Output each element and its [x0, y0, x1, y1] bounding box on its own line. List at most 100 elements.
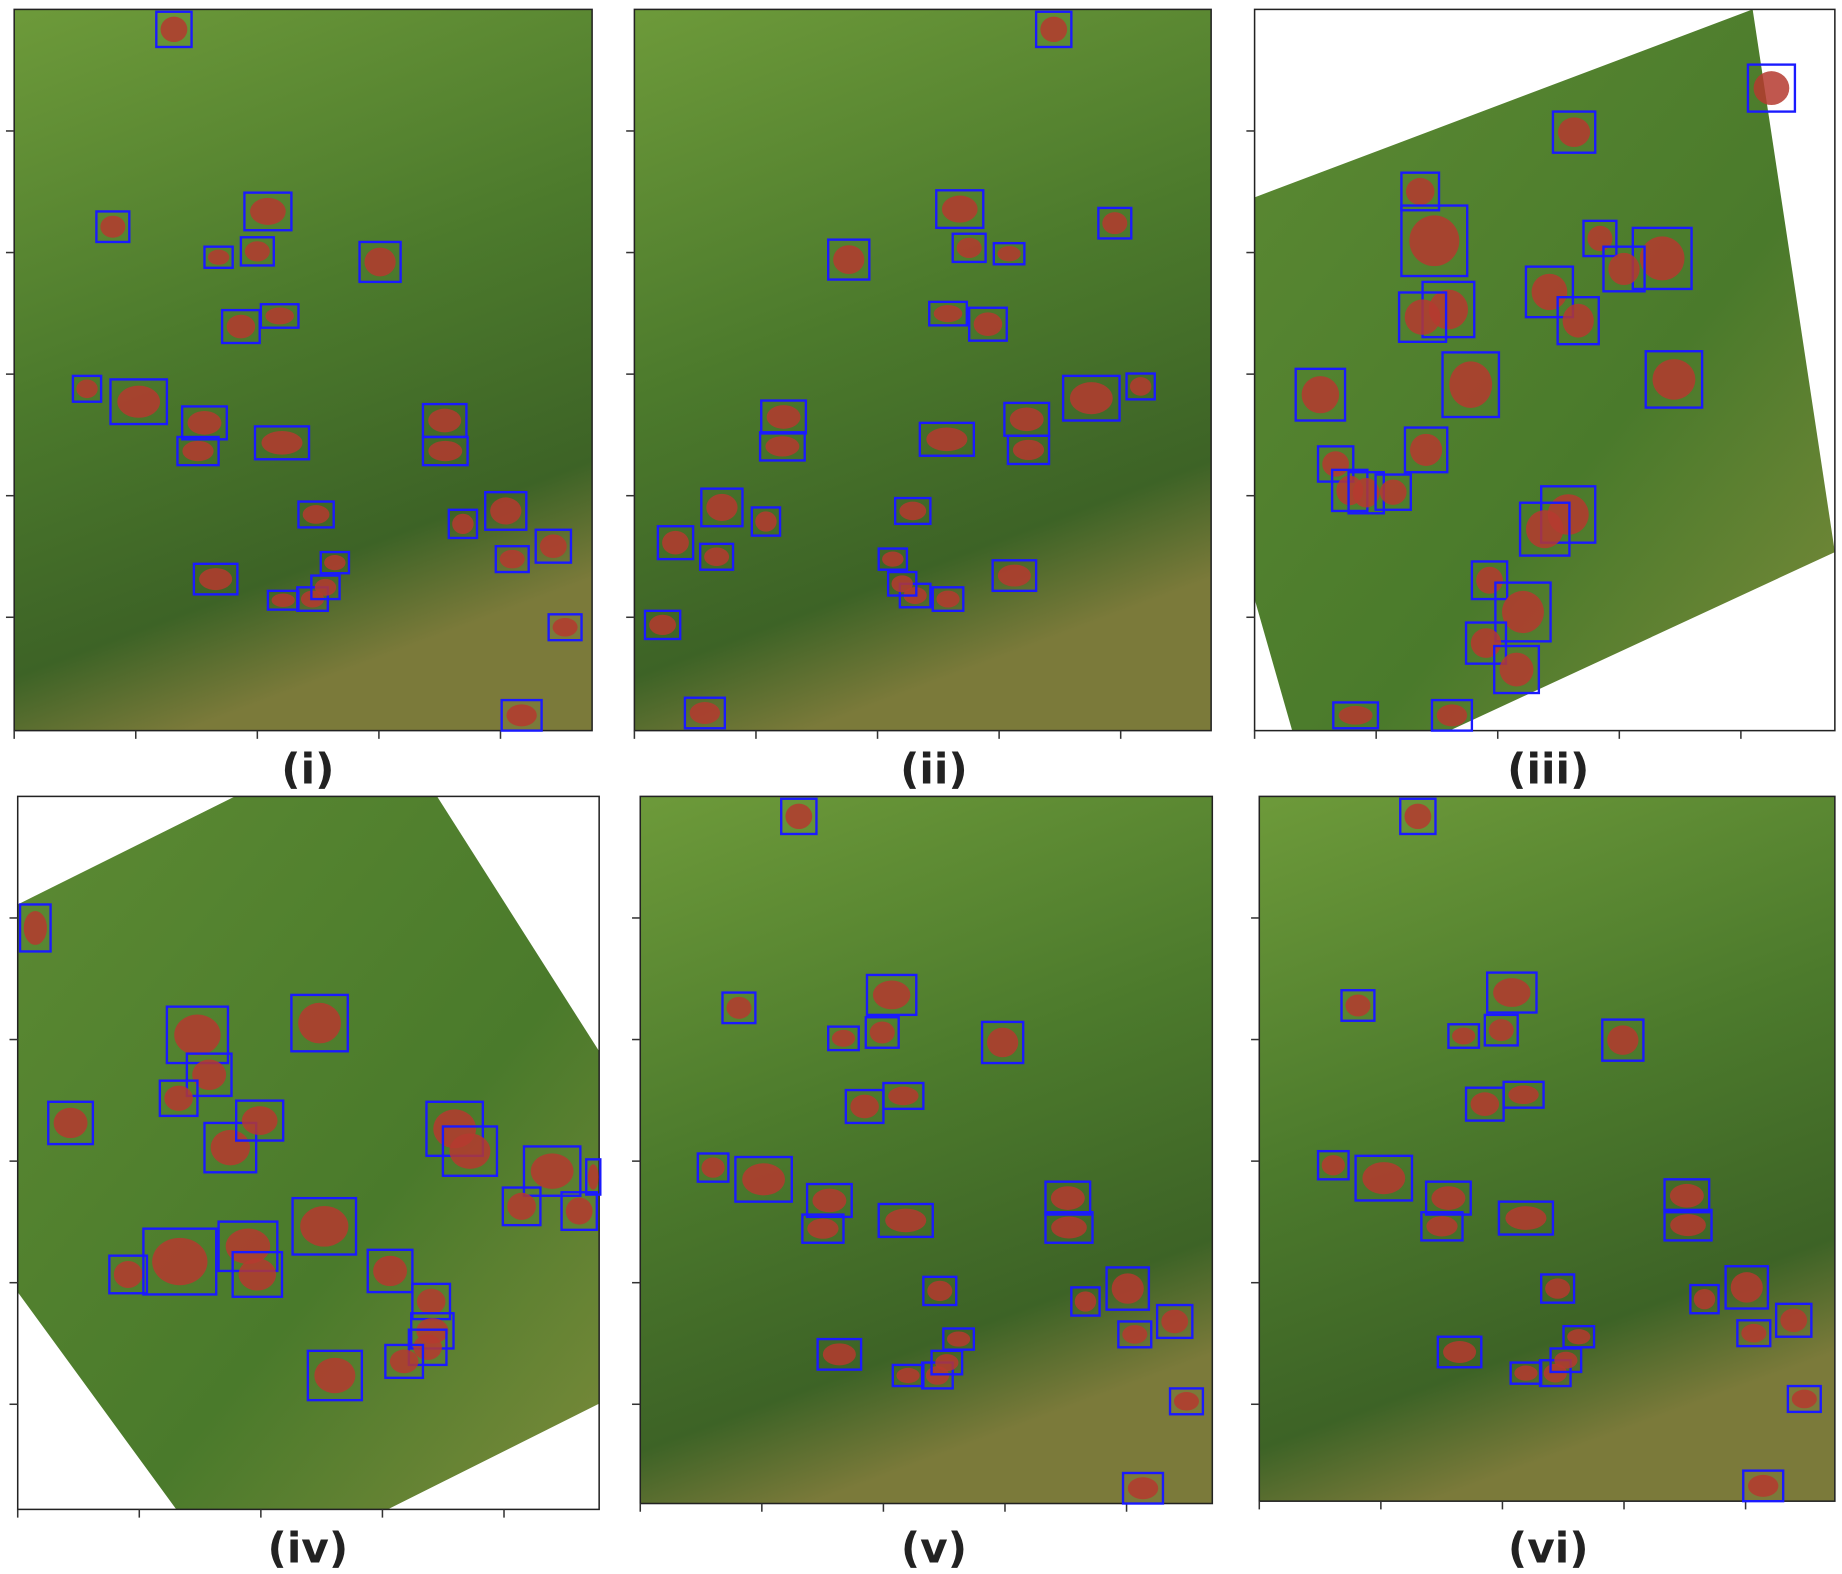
- bounding-box: [1556, 296, 1600, 346]
- apple: [324, 555, 346, 571]
- apple: [1321, 1155, 1345, 1176]
- bounding-box: [180, 405, 228, 441]
- panel-frame: [1253, 8, 1836, 732]
- apple: [888, 1086, 919, 1106]
- bounding-box: [1644, 350, 1704, 409]
- apple: [389, 1349, 419, 1374]
- apple: [1102, 212, 1128, 235]
- photo: [17, 796, 600, 1510]
- bounding-box: [1582, 219, 1618, 258]
- bounding-box: [865, 973, 918, 1017]
- apple: [76, 379, 98, 399]
- apple: [1753, 71, 1790, 106]
- apple: [164, 1085, 193, 1111]
- bounding-box: [522, 1145, 582, 1197]
- bounding-box: [1316, 1149, 1350, 1181]
- apple: [1012, 439, 1045, 461]
- bounding-box: [1485, 971, 1538, 1014]
- bounding-box: [319, 550, 351, 575]
- apple: [1791, 1389, 1817, 1409]
- panels: [14, 9, 1835, 1510]
- bounding-box: [1689, 1283, 1720, 1315]
- bounding-box: [1497, 1200, 1555, 1236]
- apple: [499, 549, 525, 569]
- bounding-box: [203, 245, 234, 269]
- apple: [565, 1197, 593, 1225]
- apple: [831, 1029, 856, 1047]
- photo: [14, 9, 593, 731]
- bounding-box: [1420, 1211, 1464, 1242]
- apple: [1338, 706, 1373, 725]
- bounding-box: [1447, 1023, 1481, 1049]
- bounding-box: [1070, 1286, 1101, 1317]
- apple: [1748, 1474, 1779, 1497]
- bounding-box: [1400, 204, 1469, 278]
- bounding-box: [585, 1158, 602, 1196]
- photo: [634, 9, 1212, 731]
- apple: [1505, 1206, 1547, 1230]
- bounding-box: [176, 435, 220, 467]
- bounding-box: [253, 425, 311, 461]
- bounding-box: [643, 609, 682, 641]
- apple: [973, 312, 1003, 337]
- apple: [1470, 628, 1502, 658]
- panel-label: (vi): [1508, 1523, 1589, 1572]
- bounding-box: [1061, 374, 1121, 422]
- panel-label: (iii): [1507, 744, 1589, 793]
- apple: [882, 551, 904, 567]
- bounding-box: [484, 490, 528, 531]
- apple: [1499, 652, 1534, 687]
- bounding-box: [501, 1186, 542, 1227]
- apple: [1741, 1323, 1767, 1343]
- apple: [449, 1133, 491, 1169]
- bounding-box: [1464, 621, 1508, 665]
- bounding-box: [1332, 701, 1380, 730]
- bounding-box: [951, 232, 987, 264]
- apple: [1558, 117, 1591, 147]
- apple: [1607, 1025, 1639, 1055]
- apple: [182, 440, 214, 462]
- apple: [1470, 1092, 1500, 1116]
- bounding-box: [1097, 206, 1133, 240]
- panel-frame: [633, 8, 1212, 732]
- bounding-box: [1601, 1018, 1645, 1062]
- apple: [946, 1331, 971, 1347]
- apple: [1352, 477, 1380, 508]
- apple: [833, 245, 865, 274]
- bounding-box: [1044, 1211, 1094, 1244]
- apple: [1545, 1278, 1571, 1299]
- bounding-box: [421, 435, 469, 467]
- bounding-box: [165, 1005, 230, 1065]
- bounding-box: [243, 191, 293, 232]
- apple: [935, 1354, 959, 1372]
- panel-frame: [1258, 795, 1836, 1502]
- apple: [1051, 1216, 1087, 1239]
- bounding-box: [1006, 434, 1051, 466]
- bounding-box: [407, 1328, 448, 1367]
- apple: [869, 1021, 895, 1044]
- apple: [742, 1163, 786, 1196]
- bounding-box: [109, 378, 169, 426]
- apple: [1670, 1214, 1706, 1237]
- apple: [1074, 1291, 1097, 1312]
- apple: [1069, 382, 1113, 415]
- bounding-box: [1494, 581, 1552, 643]
- bounding-box: [721, 991, 757, 1025]
- bounding-box: [1354, 1154, 1414, 1202]
- apple: [300, 1206, 349, 1247]
- bounding-box: [696, 1152, 730, 1183]
- apple: [1452, 1027, 1476, 1045]
- apple: [850, 1094, 879, 1119]
- bounding-box: [560, 1191, 598, 1232]
- apple: [706, 493, 738, 521]
- apple: [812, 1188, 847, 1213]
- bounding-box: [1540, 1273, 1576, 1304]
- panel-frame: [639, 795, 1214, 1505]
- apple: [1129, 377, 1152, 396]
- bounding-box: [1125, 372, 1156, 401]
- apple: [1009, 407, 1044, 432]
- bounding-box: [1117, 1320, 1153, 1349]
- panel-label: (v): [901, 1523, 967, 1572]
- bounding-box: [203, 1121, 258, 1174]
- apple: [956, 237, 982, 258]
